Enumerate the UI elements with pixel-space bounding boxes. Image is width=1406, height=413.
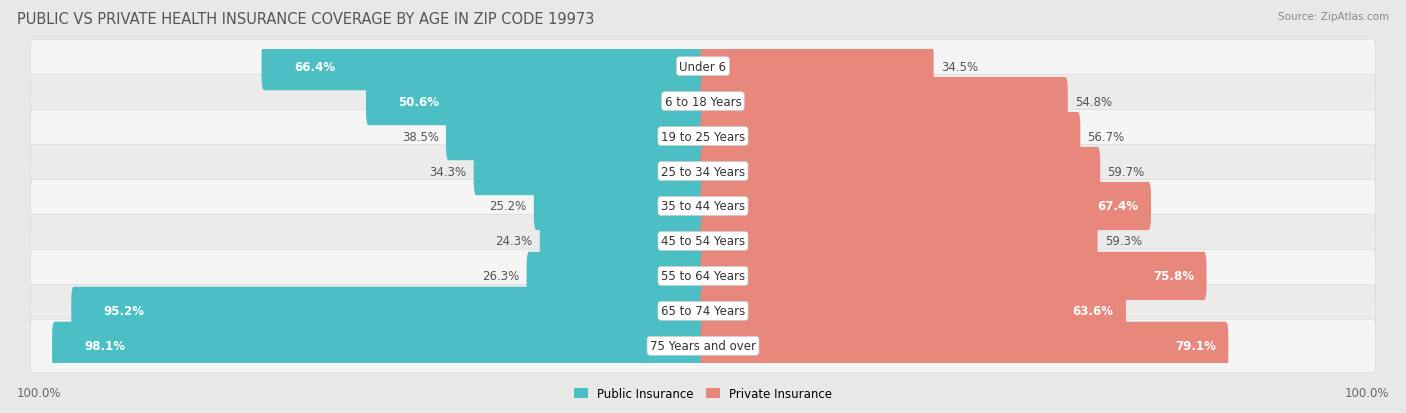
Text: 50.6%: 50.6% (398, 95, 439, 108)
FancyBboxPatch shape (700, 183, 1152, 230)
FancyBboxPatch shape (700, 43, 934, 91)
FancyBboxPatch shape (262, 43, 706, 91)
FancyBboxPatch shape (72, 287, 706, 335)
Text: 75 Years and over: 75 Years and over (650, 339, 756, 352)
Text: 100.0%: 100.0% (1344, 386, 1389, 399)
Text: 25 to 34 Years: 25 to 34 Years (661, 165, 745, 178)
Text: 26.3%: 26.3% (482, 270, 519, 283)
FancyBboxPatch shape (700, 78, 1067, 126)
Text: 34.5%: 34.5% (941, 61, 979, 74)
FancyBboxPatch shape (31, 110, 1375, 163)
FancyBboxPatch shape (446, 113, 706, 161)
FancyBboxPatch shape (700, 322, 1229, 370)
FancyBboxPatch shape (31, 215, 1375, 268)
FancyBboxPatch shape (700, 252, 1206, 300)
FancyBboxPatch shape (366, 78, 706, 126)
Text: 34.3%: 34.3% (429, 165, 467, 178)
FancyBboxPatch shape (31, 75, 1375, 128)
Text: 100.0%: 100.0% (17, 386, 62, 399)
FancyBboxPatch shape (31, 145, 1375, 198)
Legend: Public Insurance, Private Insurance: Public Insurance, Private Insurance (569, 382, 837, 405)
Text: 66.4%: 66.4% (294, 61, 335, 74)
Text: 75.8%: 75.8% (1153, 270, 1194, 283)
Text: 6 to 18 Years: 6 to 18 Years (665, 95, 741, 108)
FancyBboxPatch shape (700, 287, 1126, 335)
FancyBboxPatch shape (52, 322, 706, 370)
Text: 56.7%: 56.7% (1088, 130, 1125, 143)
Text: 54.8%: 54.8% (1076, 95, 1112, 108)
Text: 98.1%: 98.1% (84, 339, 125, 352)
Text: 38.5%: 38.5% (402, 130, 439, 143)
FancyBboxPatch shape (474, 147, 706, 196)
FancyBboxPatch shape (31, 320, 1375, 373)
FancyBboxPatch shape (31, 40, 1375, 93)
Text: Source: ZipAtlas.com: Source: ZipAtlas.com (1278, 12, 1389, 22)
FancyBboxPatch shape (31, 180, 1375, 233)
Text: 67.4%: 67.4% (1098, 200, 1139, 213)
FancyBboxPatch shape (540, 217, 706, 266)
FancyBboxPatch shape (527, 252, 706, 300)
Text: 24.3%: 24.3% (495, 235, 533, 248)
FancyBboxPatch shape (31, 285, 1375, 338)
Text: 79.1%: 79.1% (1175, 339, 1216, 352)
FancyBboxPatch shape (700, 147, 1099, 196)
Text: 19 to 25 Years: 19 to 25 Years (661, 130, 745, 143)
Text: 59.3%: 59.3% (1105, 235, 1142, 248)
FancyBboxPatch shape (534, 183, 706, 230)
FancyBboxPatch shape (700, 217, 1098, 266)
Text: 65 to 74 Years: 65 to 74 Years (661, 305, 745, 318)
Text: Under 6: Under 6 (679, 61, 727, 74)
Text: 55 to 64 Years: 55 to 64 Years (661, 270, 745, 283)
Text: 45 to 54 Years: 45 to 54 Years (661, 235, 745, 248)
Text: 59.7%: 59.7% (1108, 165, 1144, 178)
Text: PUBLIC VS PRIVATE HEALTH INSURANCE COVERAGE BY AGE IN ZIP CODE 19973: PUBLIC VS PRIVATE HEALTH INSURANCE COVER… (17, 12, 595, 27)
FancyBboxPatch shape (31, 250, 1375, 303)
FancyBboxPatch shape (700, 113, 1080, 161)
Text: 35 to 44 Years: 35 to 44 Years (661, 200, 745, 213)
Text: 25.2%: 25.2% (489, 200, 527, 213)
Text: 63.6%: 63.6% (1073, 305, 1114, 318)
Text: 95.2%: 95.2% (104, 305, 145, 318)
